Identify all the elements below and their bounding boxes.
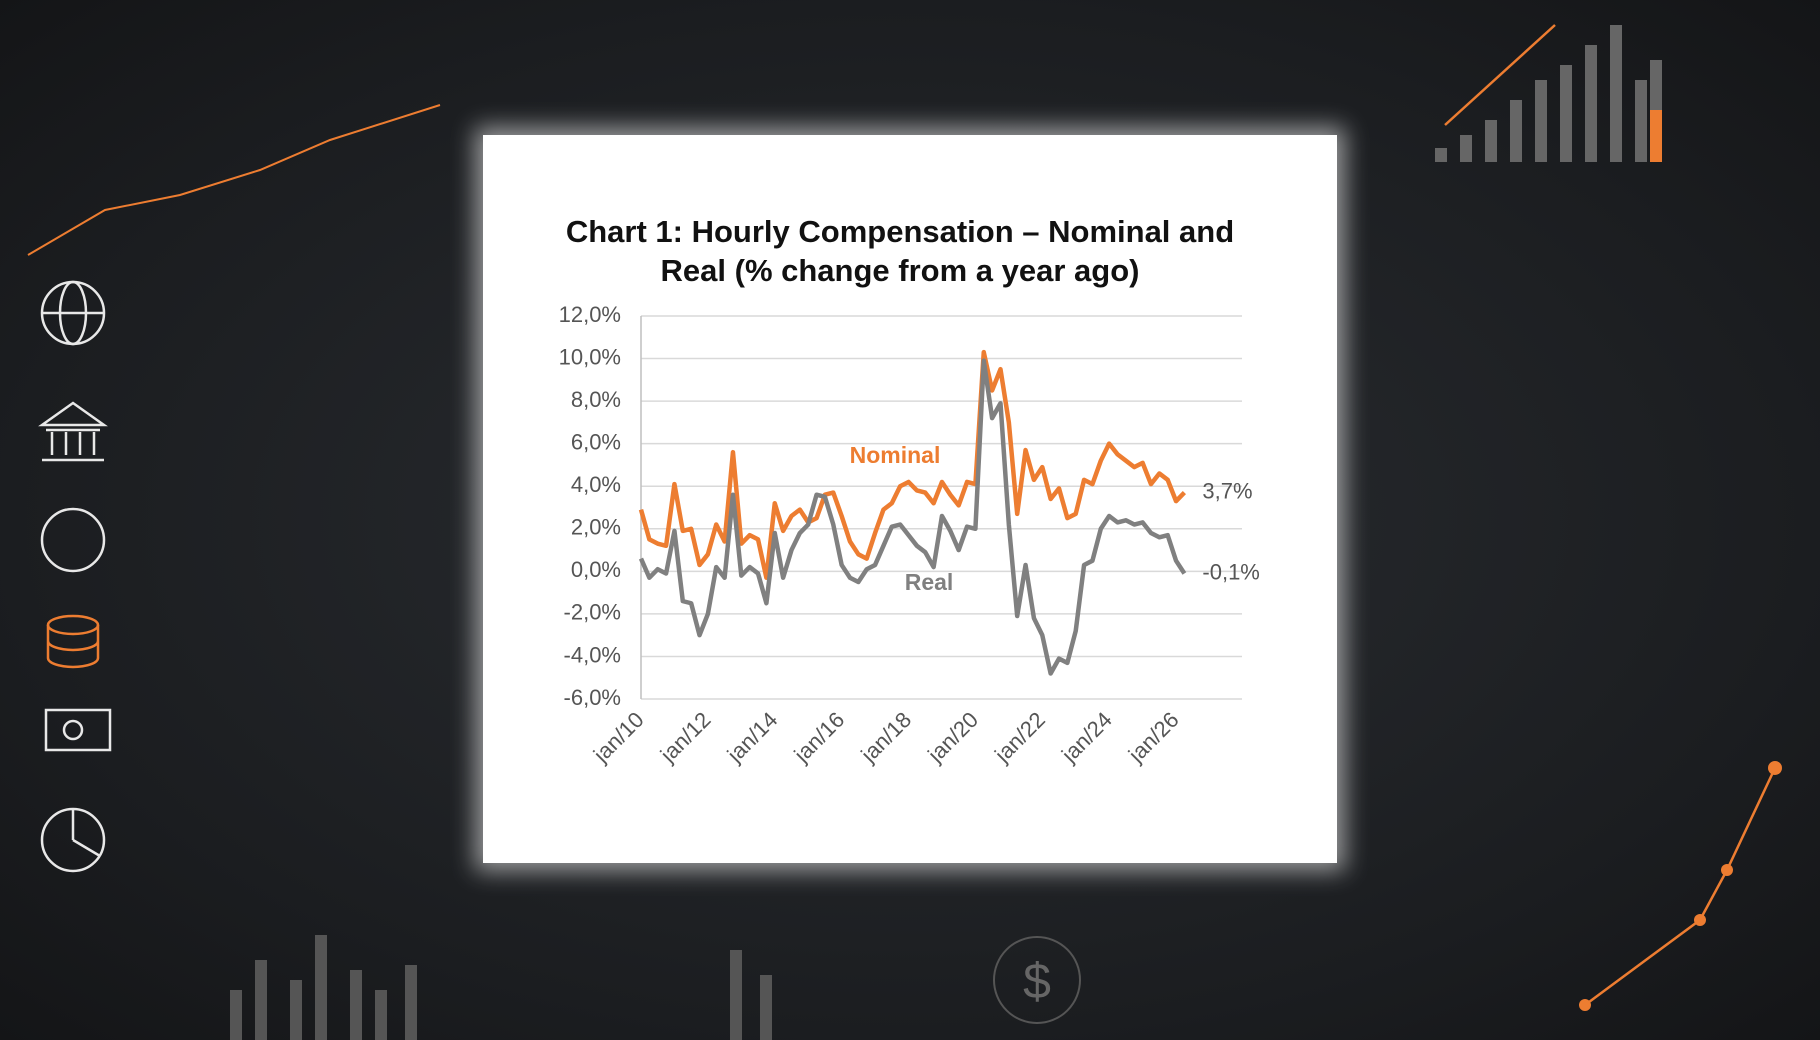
data-label: 3,7%	[1202, 478, 1252, 503]
x-tick-label: jan/10	[588, 707, 649, 768]
y-tick-label: 0,0%	[571, 557, 621, 582]
y-tick-label: 2,0%	[571, 515, 621, 540]
y-tick-label: 10,0%	[559, 344, 621, 369]
y-tick-label: 12,0%	[559, 302, 621, 327]
chart-title: Chart 1: Hourly Compensation – Nominal a…	[565, 214, 1235, 288]
y-tick-label: 4,0%	[571, 472, 621, 497]
x-tick-label: jan/22	[989, 707, 1050, 768]
icons	[38, 280, 112, 873]
x-tick-label: jan/12	[655, 707, 716, 768]
y-tick-label: -4,0%	[564, 642, 621, 667]
y-tick-label: 6,0%	[571, 429, 621, 454]
series-label: Nominal	[850, 442, 941, 468]
y-tick-label: -2,0%	[564, 600, 621, 625]
y-tick-label: 8,0%	[571, 387, 621, 412]
x-tick-label: jan/16	[789, 707, 850, 768]
series-line	[638, 358, 1187, 676]
chart-panel	[483, 135, 1337, 863]
x-tick-label: jan/20	[922, 707, 983, 768]
svg-text:$: $	[1023, 953, 1051, 1009]
x-tick-label: jan/14	[722, 707, 783, 768]
series-line	[638, 349, 1187, 580]
data-label: -0,1%	[1202, 559, 1259, 584]
y-tick-label: -6,0%	[564, 685, 621, 710]
x-tick-label: jan/24	[1056, 707, 1117, 768]
x-tick-label: jan/26	[1123, 707, 1184, 768]
series-label: Real	[905, 569, 954, 595]
x-tick-label: jan/18	[855, 707, 916, 768]
